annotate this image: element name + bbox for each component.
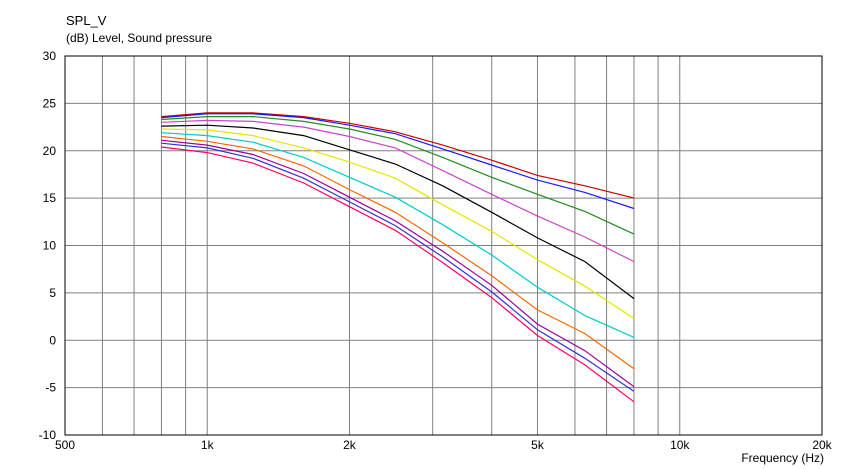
plot-frame [64, 55, 823, 436]
x-tick-label: 5k [531, 438, 545, 452]
series-line-2 [161, 113, 635, 210]
x-tick-label: 2k [343, 438, 357, 452]
y-tick-label: 10 [43, 239, 57, 253]
series-line-11 [161, 146, 635, 403]
series-line-8 [161, 135, 635, 370]
y-tick-label: 15 [43, 191, 57, 205]
y-tick-label: 20 [43, 144, 57, 158]
chart-title: SPL_V [66, 13, 107, 28]
series-line-7 [161, 132, 635, 338]
x-axis-label: Frequency (Hz) [741, 451, 824, 465]
series-line-3 [161, 115, 635, 235]
y-axis-label: (dB) Level, Sound pressure [66, 31, 213, 45]
series-layer [161, 112, 635, 403]
y-tick-label: -5 [45, 381, 56, 395]
x-tick-label: 20k [812, 438, 832, 452]
series-line-10 [161, 142, 635, 392]
x-tick-label: 1k [201, 438, 215, 452]
x-tick-label: 500 [55, 438, 75, 452]
y-tick-label: 0 [49, 333, 56, 347]
series-line-6 [161, 128, 635, 320]
grid-lines [65, 56, 822, 435]
y-tick-label: -10 [39, 428, 57, 442]
series-line-9 [161, 139, 635, 388]
y-tick-label: 5 [49, 286, 56, 300]
tick-labels: -10 -5 0 5 10 15 20 25 30 500 1k 2k 5k 10k 20k [39, 49, 833, 452]
y-tick-label: 25 [43, 96, 57, 110]
series-line-5 [161, 124, 635, 300]
x-tick-label: 10k [670, 438, 690, 452]
series-line-4 [161, 119, 635, 263]
series-line-1 [161, 112, 635, 199]
y-tick-label: 30 [43, 49, 57, 63]
